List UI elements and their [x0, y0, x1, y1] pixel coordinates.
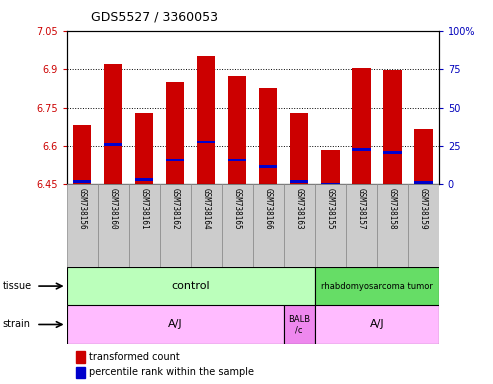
Bar	[73, 180, 91, 182]
Bar	[321, 150, 340, 184]
Text: GSM738156: GSM738156	[77, 189, 87, 230]
Text: GSM738166: GSM738166	[264, 189, 273, 230]
Text: GSM738162: GSM738162	[171, 189, 179, 230]
Text: GSM738164: GSM738164	[202, 189, 211, 230]
Text: transformed count: transformed count	[89, 352, 179, 362]
Bar	[197, 141, 215, 143]
Bar	[160, 184, 191, 267]
Bar	[135, 113, 153, 184]
Text: GDS5527 / 3360053: GDS5527 / 3360053	[91, 10, 218, 23]
Bar	[414, 181, 432, 184]
Text: rhabdomyosarcoma tumor: rhabdomyosarcoma tumor	[321, 281, 433, 291]
Text: GSM738161: GSM738161	[140, 189, 148, 230]
Bar	[377, 184, 408, 267]
Text: percentile rank within the sample: percentile rank within the sample	[89, 367, 254, 377]
Text: GSM738163: GSM738163	[295, 189, 304, 230]
Bar	[228, 159, 246, 161]
Bar	[191, 184, 222, 267]
Bar	[283, 305, 315, 344]
Bar	[259, 88, 278, 184]
Bar	[197, 56, 215, 184]
Bar	[104, 64, 122, 184]
Text: GSM738160: GSM738160	[108, 189, 118, 230]
Text: A/J: A/J	[369, 319, 384, 329]
Bar	[73, 126, 91, 184]
Bar	[166, 82, 184, 184]
Bar	[315, 305, 439, 344]
Bar	[383, 151, 401, 154]
Text: A/J: A/J	[168, 319, 182, 329]
Text: GSM738159: GSM738159	[419, 189, 428, 230]
Bar	[283, 184, 315, 267]
Bar	[67, 267, 315, 305]
Text: BALB
/c: BALB /c	[288, 315, 310, 334]
Bar	[228, 76, 246, 184]
Text: GSM738155: GSM738155	[326, 189, 335, 230]
Bar	[408, 184, 439, 267]
Text: control: control	[171, 281, 210, 291]
Bar	[346, 184, 377, 267]
Bar	[315, 267, 439, 305]
Bar	[383, 70, 401, 184]
Bar	[290, 113, 309, 184]
Bar	[67, 305, 283, 344]
Text: GSM738158: GSM738158	[387, 189, 397, 230]
Bar	[321, 182, 340, 185]
Text: strain: strain	[2, 319, 31, 329]
Bar	[129, 184, 160, 267]
Bar	[166, 159, 184, 161]
Bar	[98, 184, 129, 267]
Bar	[252, 184, 283, 267]
Bar	[67, 184, 98, 267]
Text: GSM738157: GSM738157	[357, 189, 366, 230]
Bar	[352, 68, 371, 184]
Bar	[259, 165, 278, 168]
Bar	[135, 179, 153, 181]
Bar	[414, 129, 432, 184]
Bar	[352, 149, 371, 151]
Text: GSM738165: GSM738165	[233, 189, 242, 230]
Text: tissue: tissue	[2, 281, 32, 291]
Bar	[222, 184, 253, 267]
Bar	[104, 143, 122, 146]
Bar	[290, 180, 309, 182]
Bar	[315, 184, 346, 267]
